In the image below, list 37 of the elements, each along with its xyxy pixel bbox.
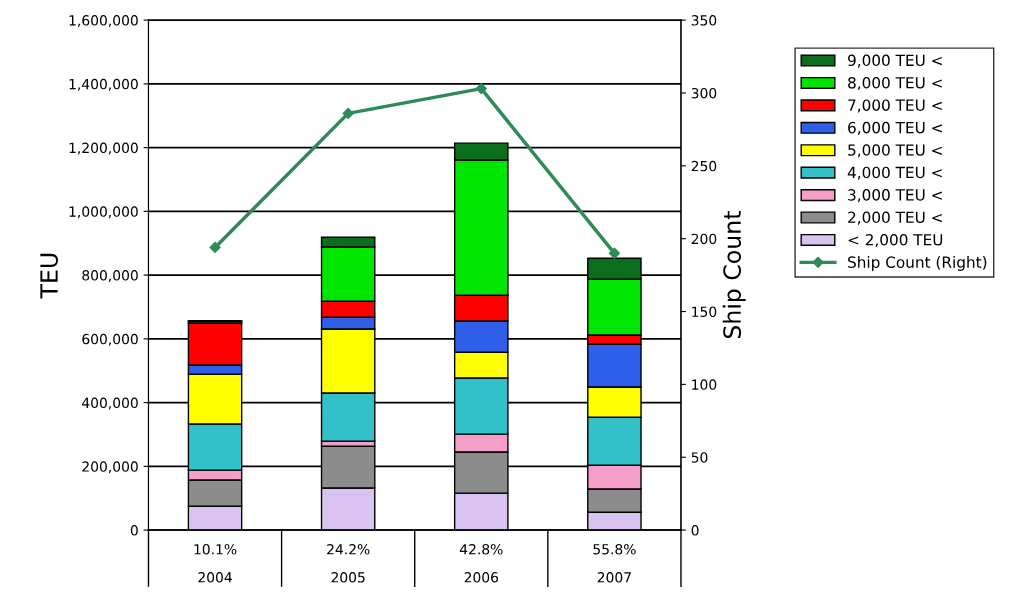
legend-label: 6,000 TEU < bbox=[848, 121, 942, 135]
x-tick-label: 2007 bbox=[597, 572, 631, 583]
legend-label: 2,000 TEU < bbox=[848, 211, 942, 225]
y2-tick-label: 50 bbox=[691, 452, 708, 463]
y-tick-label: 1,400,000 bbox=[69, 78, 138, 91]
x-tick-label: 2006 bbox=[464, 572, 499, 583]
y-axis-title: TEU bbox=[40, 253, 58, 299]
y2-tick-label: 150 bbox=[692, 306, 717, 318]
y2-tick-label: 200 bbox=[691, 233, 717, 245]
legend-label: 4,000 TEU < bbox=[847, 166, 942, 180]
legend-label: 5,000 TEU < bbox=[848, 144, 942, 158]
y-tick-label: 600,000 bbox=[82, 333, 138, 346]
legend-label: 7,000 TEU < bbox=[848, 99, 942, 113]
y2-tick-label: 350 bbox=[691, 15, 717, 26]
text: 10.1% bbox=[194, 544, 237, 555]
y2-axis-title: Ship Count bbox=[722, 211, 746, 339]
y2-tick-label: 0 bbox=[691, 525, 699, 536]
legend-label: Ship Count (Right) bbox=[848, 256, 987, 271]
y2-tick-label: 250 bbox=[691, 160, 717, 172]
y-tick-label: 1,200,000 bbox=[69, 142, 138, 155]
y-tick-label: 200,000 bbox=[82, 461, 138, 474]
legend-label: 3,000 TEU < bbox=[848, 189, 942, 203]
text: 42.8% bbox=[459, 544, 503, 555]
x-tick-label: 2005 bbox=[331, 572, 365, 583]
legend-label: < 2,000 TEU bbox=[848, 233, 943, 248]
y2-tick-label: 100 bbox=[692, 379, 717, 390]
y-tick-label: 1,600,000 bbox=[69, 15, 138, 28]
text: 24.2% bbox=[327, 544, 370, 555]
y2-tick-label: 300 bbox=[691, 87, 717, 99]
y-tick-label: 800,000 bbox=[82, 270, 138, 282]
y-tick-label: 1,000,000 bbox=[69, 206, 138, 219]
x-tick-label: 2004 bbox=[198, 572, 232, 583]
y-tick-label: 0 bbox=[130, 525, 138, 536]
legend-label: 8,000 TEU < bbox=[848, 76, 942, 91]
y-tick-label: 400,000 bbox=[82, 397, 138, 410]
text: 55.8% bbox=[593, 544, 636, 555]
legend-label: 9,000 TEU < bbox=[848, 54, 942, 68]
